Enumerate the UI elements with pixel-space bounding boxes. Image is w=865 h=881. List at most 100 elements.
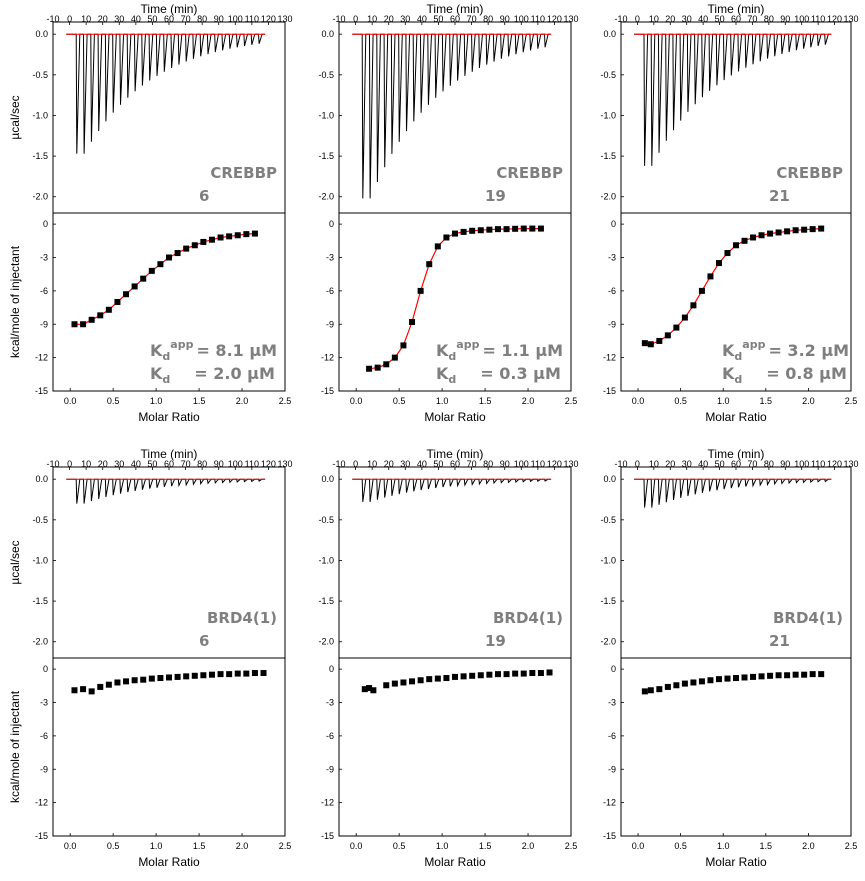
heat-data-point [529,670,536,677]
power-tick-label: -2.0 [32,637,48,647]
heat-data-point [166,254,172,261]
heat-tick-label: 0 [329,664,334,674]
time-tick-label: 110 [531,459,545,469]
ratio-axis-title: Molar Ratio [138,410,200,424]
time-tick-label: 10 [81,459,91,469]
time-tick-label: 30 [682,459,692,469]
heat-data-point [809,226,816,233]
ratio-tick-label: 1.5 [479,841,492,851]
heat-data-point [123,678,130,685]
kd-app-value: = 1.1 µM [482,341,563,360]
ratio-tick-label: 2.0 [236,841,249,851]
protein-label: CREBBP [210,164,277,182]
power-tick-label: -2.0 [318,192,334,202]
kd-annotation: Kd = 2.0 µM [150,364,275,386]
time-tick-label: 110 [245,459,259,469]
heat-data-point [641,340,648,347]
time-tick-label: 90 [214,459,224,469]
heat-data-point [383,361,390,368]
power-tick-label: -0.5 [318,515,334,525]
power-tick-label: -0.5 [32,70,48,80]
time-tick-label: 90 [214,14,224,24]
heat-data-point [529,225,536,232]
heat-data-point [97,683,104,690]
heat-data-point [243,231,250,238]
heat-data-point [698,678,705,685]
ratio-tick-label: 1.5 [760,396,773,406]
heat-data-point [520,225,527,232]
power-axis-title: µcal/sec [8,540,22,584]
itc-panel-1: Time (min)-10 0 10 20 30 40 50 60 70 80 90 100 110 12… [8,2,293,424]
time-tick-label: 30 [400,14,410,24]
heat-data-point [758,232,765,239]
power-tick-label: -2.0 [600,637,616,647]
heat-tick-label: 0 [329,219,334,229]
power-tick-label: -1.0 [32,110,48,120]
kd-value: = 0.3 µM [480,364,561,383]
time-tick-label: 130 [843,459,858,469]
heat-data-point [123,291,130,298]
heat-data-point [733,675,739,682]
heat-data-point [452,230,458,237]
time-tick-label: 110 [811,14,825,24]
ratio-tick-label: 2.5 [845,396,858,406]
ratio-tick-label: 1.0 [717,841,730,851]
ratio-axis-title: Molar Ratio [705,855,767,869]
time-tick-label: 20 [384,14,394,24]
power-tick-label: -1.0 [32,555,48,565]
heat-data-point [200,672,207,679]
heat-data-point [664,332,671,339]
heat-data-point [148,675,155,682]
time-tick-label: 10 [367,459,377,469]
time-tick-label: 100 [794,14,809,24]
heat-data-point [537,225,544,232]
heat-data-point [486,671,493,678]
raw-injection-trace [66,33,266,154]
heat-axis-title: kcal/mole of injectant [8,690,22,803]
heat-data-point [715,260,722,267]
ratio-tick-label: 1.5 [479,396,492,406]
heat-data-point [503,226,510,233]
heat-tick-label: -9 [40,764,48,774]
heat-tick-label: -15 [321,386,334,396]
heat-data-point [775,672,782,679]
itc-panel-6: Time (min) -10 0 10 20 30 40 50 60 70 80 90 100 110 12… [600,447,858,869]
time-tick-label: -10 [46,459,59,469]
ratio-tick-label: 2.5 [279,396,292,406]
ratio-tick-label: 0.5 [674,396,687,406]
heat-data-point [494,226,501,233]
raw-plot-frame [52,21,286,214]
ratio-tick-label: 1.5 [193,841,206,851]
time-tick-label: 120 [547,459,562,469]
time-tick-label: 10 [81,14,91,24]
heat-tick-label: -12 [321,798,334,808]
time-tick-label: 100 [228,14,243,24]
power-tick-label: -2.0 [32,192,48,202]
heat-data-point [400,342,407,349]
heat-data-point [673,682,680,689]
time-tick-label: 40 [698,459,708,469]
heat-tick-label: -3 [326,253,334,263]
heat-tick-label: -12 [603,798,616,808]
heat-data-point [477,227,484,234]
heat-data-point [200,238,207,245]
compound-label: 21 [769,632,790,650]
ratio-tick-label: 2.0 [802,396,815,406]
compound-label: 6 [199,187,209,205]
time-tick-label: 70 [467,14,477,24]
time-tick-label: 40 [131,459,141,469]
heat-tick-label: -3 [40,698,48,708]
ratio-tick-label: 2.0 [802,841,815,851]
heat-tick-label: 0 [43,219,48,229]
heat-data-point [503,671,510,678]
heat-data-point [707,677,714,684]
heat-data-point [71,687,78,694]
heat-plot-frame [620,657,852,837]
time-tick-label: 120 [261,14,276,24]
heat-data-point [469,227,476,234]
heat-data-point [715,676,722,683]
heat-tick-label: -6 [608,286,616,296]
time-tick-label: 60 [731,459,741,469]
time-tick-label: 80 [483,14,493,24]
